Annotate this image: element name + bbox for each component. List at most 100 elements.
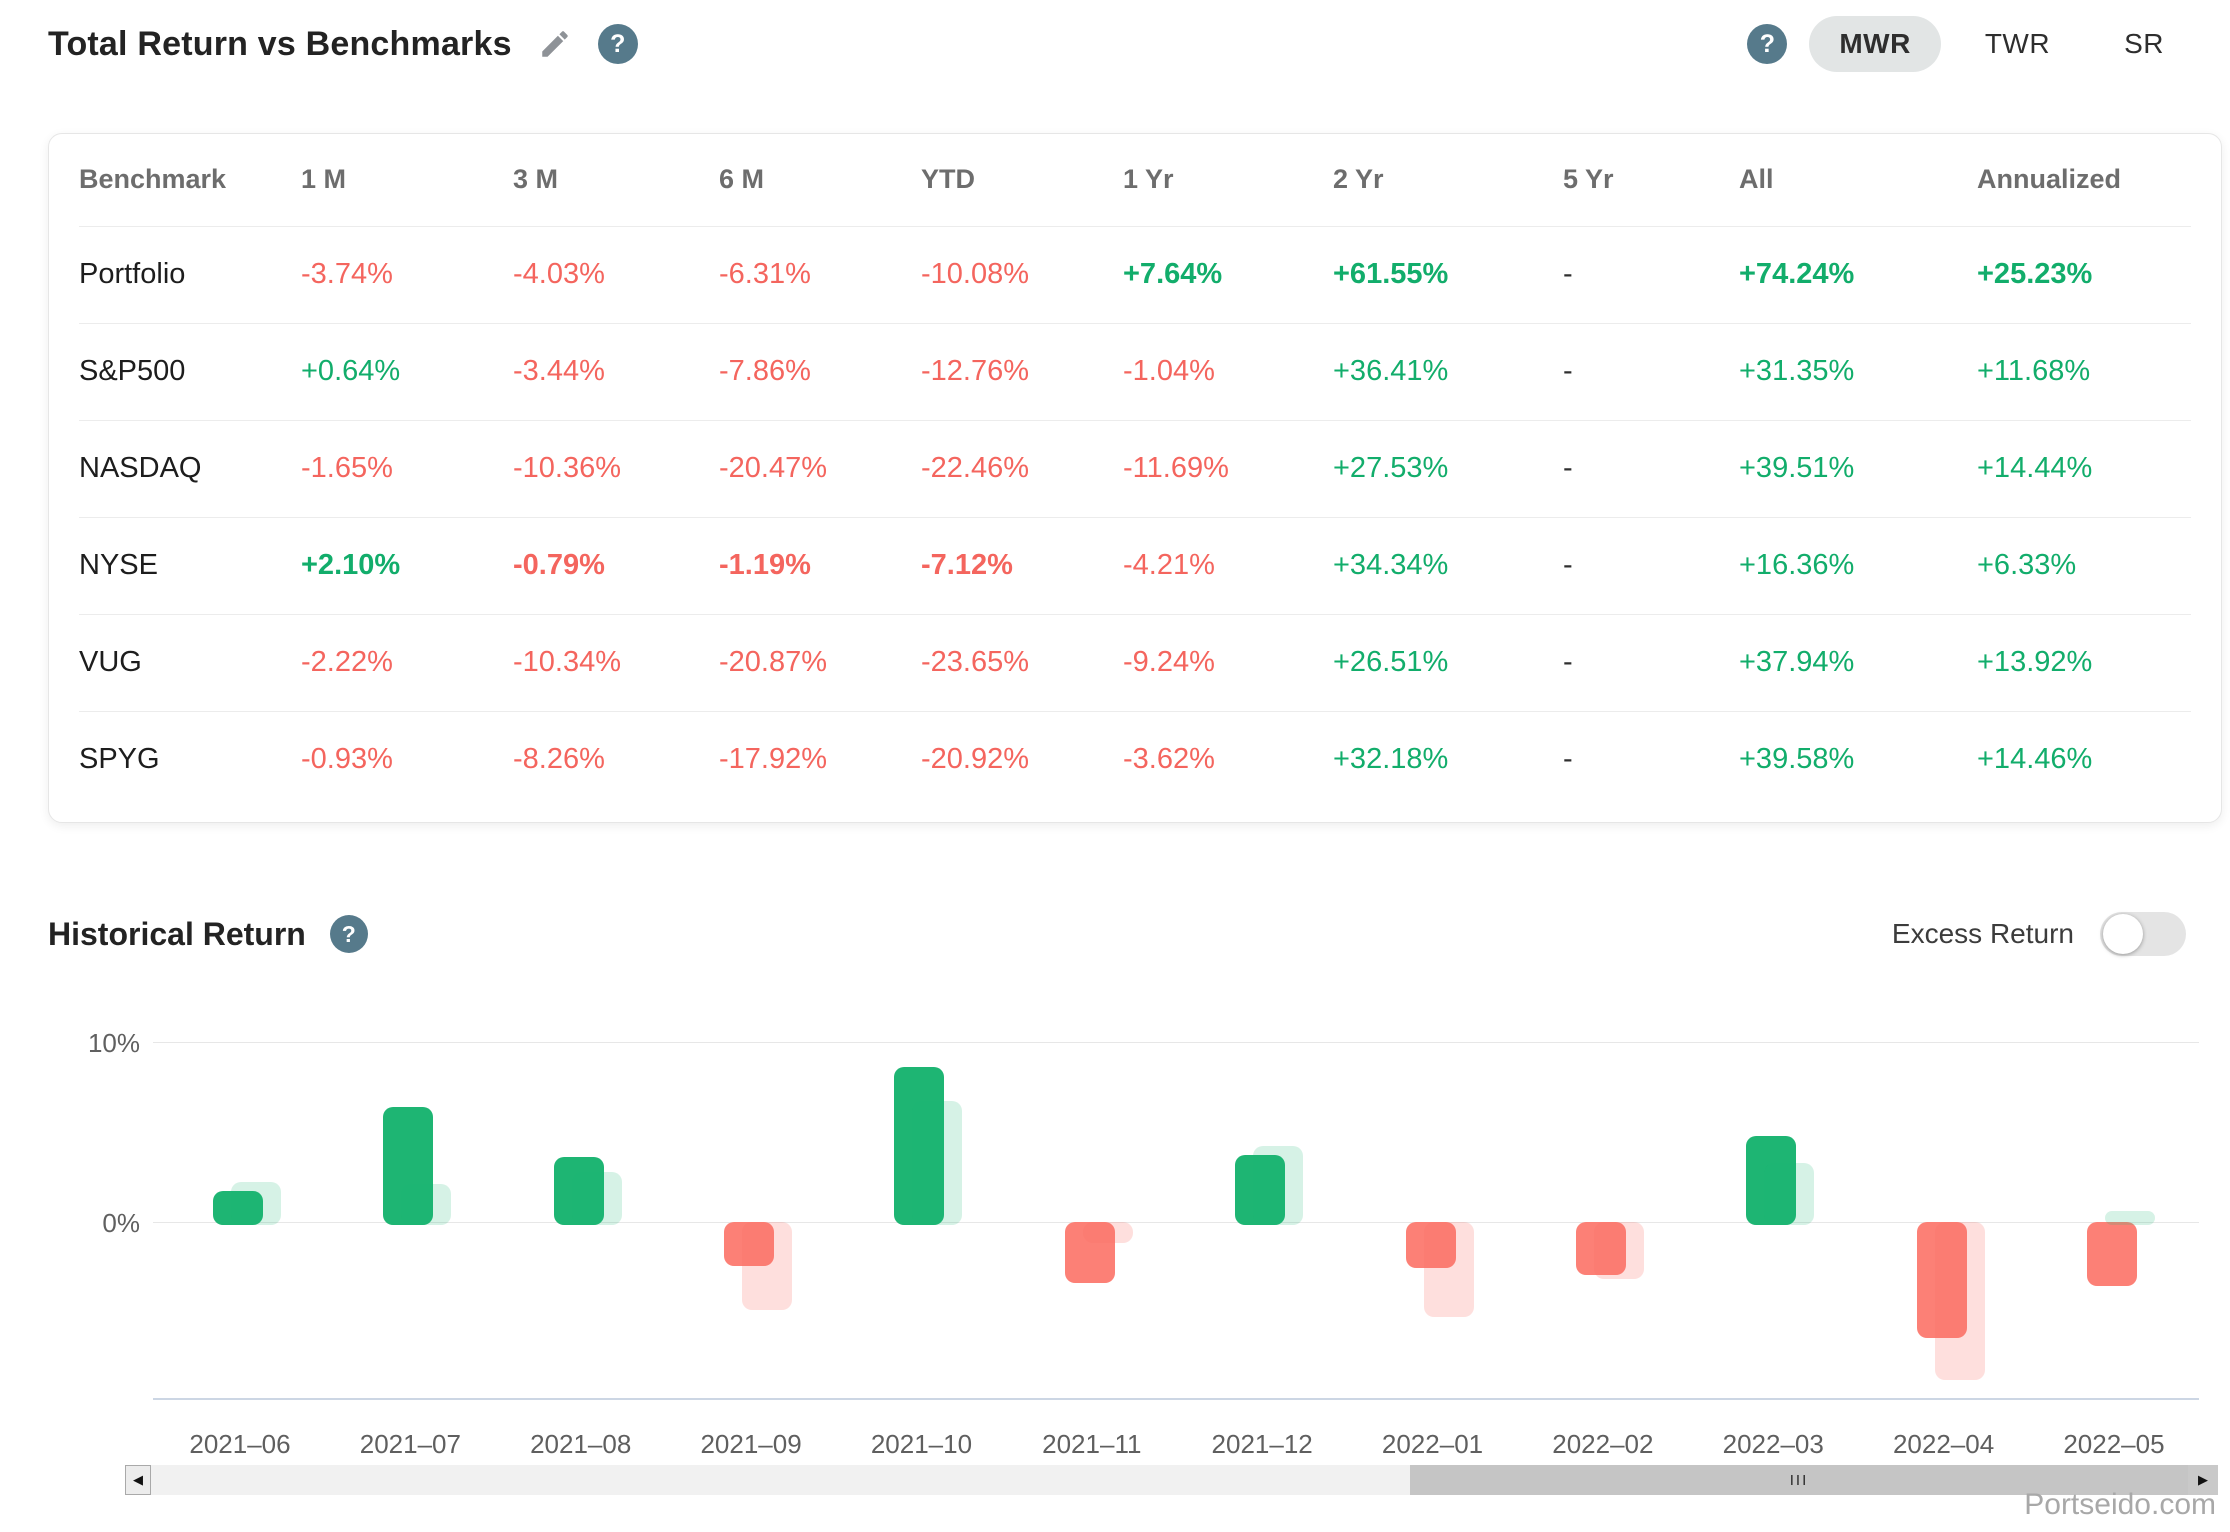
benchmark-name: S&P500 — [79, 355, 186, 387]
return-cell: -0.79% — [513, 549, 605, 581]
return-cell: +31.35% — [1739, 355, 1855, 387]
x-axis-label: 2021–09 — [700, 1429, 802, 1459]
return-cell: -7.86% — [719, 355, 811, 387]
portfolio-bar — [1916, 1222, 1967, 1339]
benchmark-name: VUG — [79, 646, 142, 678]
return-cell: -3.62% — [1123, 743, 1215, 776]
return-cell: +74.24% — [1739, 258, 1855, 290]
return-cell: -8.26% — [513, 743, 605, 776]
page-header: Total Return vs Benchmarks ? ? MWR TWR SR — [48, 16, 2194, 72]
portfolio-bar — [1235, 1155, 1286, 1225]
benchmark-bar — [1423, 1222, 1474, 1317]
x-axis-label: 2021–08 — [530, 1429, 632, 1459]
return-cell: -20.87% — [719, 646, 828, 678]
toggle-knob — [2103, 914, 2143, 954]
mode-switcher: MWR TWR SR — [1795, 16, 2194, 72]
portfolio-bar — [1405, 1222, 1456, 1269]
column-header: 1 Yr — [1123, 164, 1174, 195]
column-header: 3 M — [513, 164, 559, 195]
mode-sr[interactable]: SR — [2124, 28, 2164, 59]
help-icon[interactable]: ? — [329, 915, 368, 953]
portfolio-bar — [213, 1191, 263, 1225]
x-axis-label: 2022–05 — [2063, 1429, 2165, 1459]
return-cell: -20.47% — [719, 452, 828, 484]
portfolio-bar — [1064, 1222, 1115, 1283]
scrollbar-thumb[interactable]: III — [1410, 1465, 2188, 1495]
portfolio-bar — [1746, 1135, 1797, 1225]
table-row: SPYG -0.93% -8.26% -17.92% -20.92% -3.62% +32.… — [79, 711, 2191, 808]
return-cell: +11.68% — [1977, 355, 2091, 387]
mode-twr[interactable]: TWR — [1984, 28, 2051, 59]
return-cell: -22.46% — [921, 452, 1030, 484]
return-cell: +37.94% — [1739, 646, 1855, 678]
return-cell: - — [1563, 549, 1573, 581]
return-cell: +34.34% — [1333, 549, 1449, 581]
chart-scrollbar: ◀ III ▶ — [125, 1465, 2218, 1495]
benchmark-name: NASDAQ — [79, 452, 202, 484]
benchmark-bar — [1253, 1146, 1304, 1225]
return-cell: +27.53% — [1333, 452, 1449, 484]
return-cell: -11.69% — [1123, 452, 1229, 484]
column-header: 1 M — [301, 164, 347, 195]
benchmark-bar — [1593, 1222, 1644, 1279]
column-header: 5 Yr — [1563, 164, 1614, 195]
help-icon[interactable]: ? — [1747, 24, 1788, 64]
column-header: 2 Yr — [1333, 164, 1384, 195]
benchmark-name: Portfolio — [79, 258, 186, 290]
column-header: Benchmark — [79, 164, 227, 195]
historical-title: Historical Return — [48, 915, 306, 952]
return-cell: -1.19% — [719, 549, 811, 581]
portfolio-bar — [894, 1067, 945, 1225]
return-cell: -9.24% — [1123, 646, 1215, 678]
column-header: All — [1739, 164, 1774, 195]
return-cell: +32.18% — [1333, 743, 1449, 776]
benchmark-bar — [231, 1182, 281, 1225]
return-cell: +14.46% — [1977, 743, 2093, 776]
scroll-left-button[interactable]: ◀ — [125, 1465, 151, 1495]
x-axis-label: 2022–03 — [1722, 1429, 1824, 1459]
return-cell: -0.93% — [301, 743, 393, 776]
benchmark-bar — [2104, 1211, 2155, 1225]
edit-icon[interactable] — [538, 27, 572, 61]
table-header-row: Benchmark 1 M 3 M 6 M YTD 1 Yr 2 Yr 5 Yr All Annu… — [79, 134, 2191, 226]
x-axis-label: 2021–12 — [1211, 1429, 1313, 1459]
return-cell: -6.31% — [719, 258, 811, 290]
return-cell: - — [1563, 743, 1573, 776]
x-axis-label: 2022–02 — [1552, 1429, 1654, 1459]
page-title: Total Return vs Benchmarks — [48, 24, 512, 63]
column-header: YTD — [921, 164, 975, 195]
portfolio-bar — [553, 1157, 604, 1225]
benchmark-bar — [1764, 1162, 1815, 1225]
benchmark-bar — [571, 1171, 622, 1225]
x-axis-line — [153, 1398, 2199, 1400]
x-axis-label: 2022–04 — [1892, 1429, 1995, 1459]
excess-return-toggle[interactable] — [2100, 912, 2186, 956]
table-row: S&P500 +0.64% -3.44% -7.86% -12.76% -1.04% +36… — [79, 323, 2191, 420]
benchmark-name: NYSE — [79, 549, 158, 581]
benchmark-table-card: Benchmark 1 M 3 M 6 M YTD 1 Yr 2 Yr 5 Yr All Annu… — [48, 133, 2222, 823]
portfolio-bar — [1575, 1222, 1626, 1276]
table-row: NYSE +2.10% -0.79% -1.19% -7.12% -4.21% +34.34… — [79, 517, 2191, 614]
return-cell: -20.92% — [921, 743, 1030, 776]
historical-header: Historical Return ? Excess Return — [48, 912, 2186, 956]
return-cell: -10.36% — [513, 452, 622, 484]
y-axis-label: 10% — [87, 1028, 140, 1058]
return-cell: -17.92% — [719, 743, 828, 776]
return-cell: -23.65% — [921, 646, 1030, 678]
benchmark-table: Benchmark 1 M 3 M 6 M YTD 1 Yr 2 Yr 5 Yr All Annu… — [79, 134, 2191, 808]
return-cell: +7.64% — [1123, 258, 1223, 290]
help-icon[interactable]: ? — [597, 24, 638, 64]
mode-mwr[interactable]: MWR — [1809, 16, 1941, 72]
return-cell: +39.58% — [1739, 743, 1855, 776]
return-cell: -10.34% — [513, 646, 622, 678]
scroll-right-button[interactable]: ▶ — [2188, 1465, 2218, 1495]
return-cell: +26.51% — [1333, 646, 1449, 678]
return-cell: +13.92% — [1977, 646, 2093, 678]
return-cell: -4.21% — [1123, 549, 1215, 581]
x-axis-label: 2021–06 — [189, 1429, 291, 1459]
return-cell: -7.12% — [921, 549, 1013, 581]
scrollbar-grip-icon: III — [1789, 1471, 1809, 1489]
return-cell: +0.64% — [301, 355, 401, 387]
return-cell: - — [1563, 258, 1573, 290]
return-cell: +14.44% — [1977, 452, 2093, 484]
